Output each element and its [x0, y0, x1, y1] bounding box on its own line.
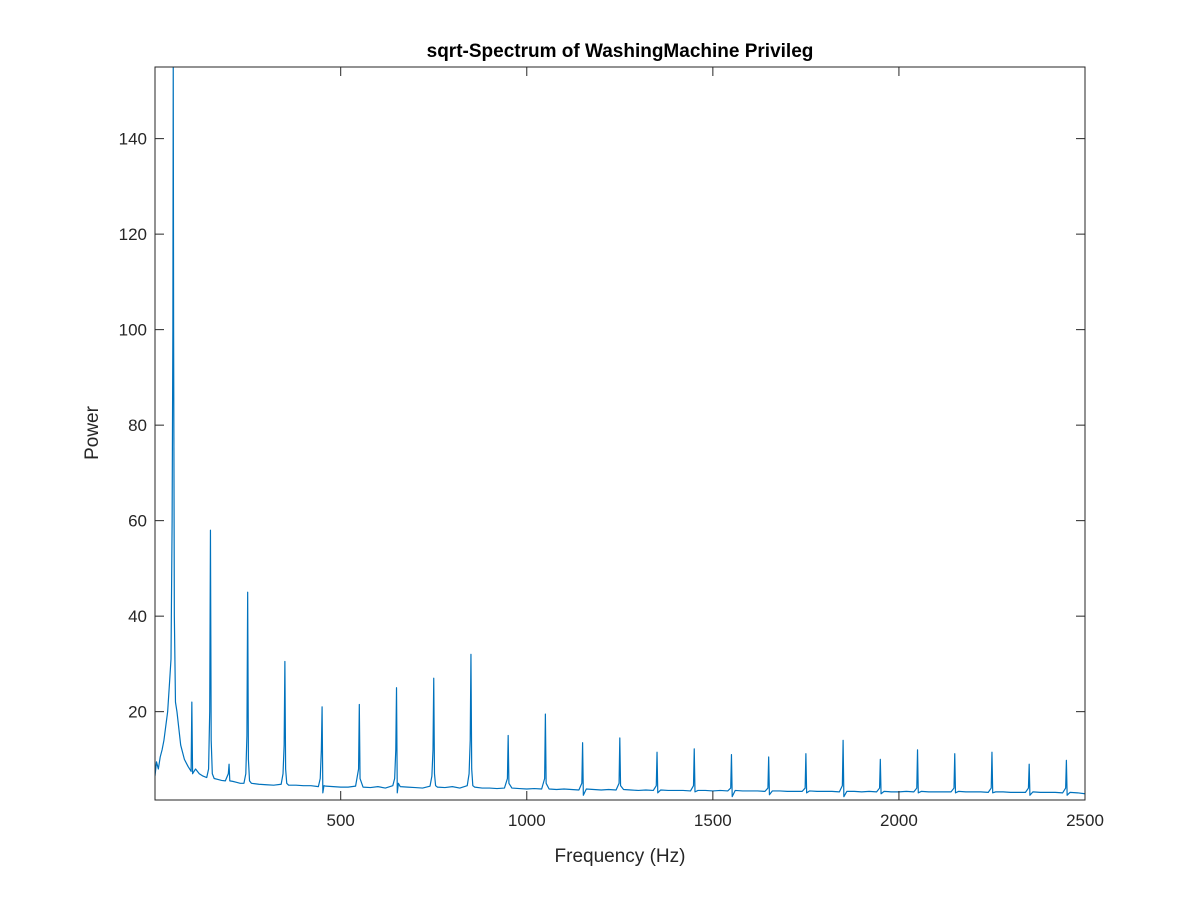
- y-tick-label: 80: [128, 416, 147, 435]
- x-tick-label: 2500: [1066, 811, 1104, 830]
- x-tick-label: 1500: [694, 811, 732, 830]
- data-layer: [155, 67, 1085, 798]
- y-tick-label: 60: [128, 512, 147, 531]
- y-tick-label: 20: [128, 703, 147, 722]
- y-tick-label: 40: [128, 607, 147, 626]
- y-axis-label: Power: [82, 405, 103, 460]
- plot-area: [155, 67, 1085, 800]
- x-tick-label: 500: [327, 811, 355, 830]
- y-tick-label: 100: [119, 321, 147, 340]
- x-axis-label: Frequency (Hz): [555, 846, 686, 867]
- x-tick-label: 2000: [880, 811, 918, 830]
- x-tick-label: 1000: [508, 811, 546, 830]
- spectrum-line: [155, 67, 1085, 798]
- axes-box: [154, 66, 1086, 801]
- ticks-layer: 500 1000 1500 2000 2500 20 40 60 80 100 120 140: [119, 67, 1104, 830]
- y-tick-label: 120: [119, 225, 147, 244]
- chart-title: sqrt-Spectrum of WashingMachine Privileg: [427, 41, 814, 62]
- y-tick-label: 140: [119, 130, 147, 149]
